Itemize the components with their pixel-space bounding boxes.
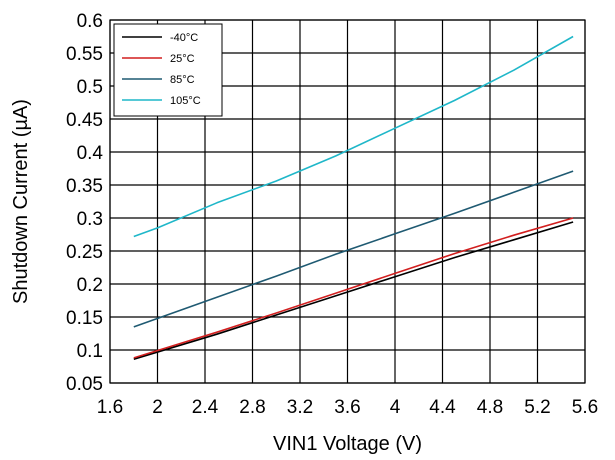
y-tick-label: 0.45 [66, 110, 103, 131]
y-tick-label: 0.4 [77, 143, 104, 164]
y-tick-label: 0.55 [66, 44, 103, 65]
y-tick-labels: 0.05 0.1 0.15 0.2 0.25 0.3 0.35 0.4 0.45 0.5 0.55 0… [66, 11, 103, 395]
plot-frame [109, 19, 586, 384]
y-tick-label: 0.2 [77, 275, 103, 296]
legend: -40°C 25°C 85°C 105°C [113, 23, 223, 117]
x-tick-label: 3.6 [334, 397, 360, 418]
series-lines [133, 35, 574, 360]
legend-label: -40°C [170, 32, 198, 44]
x-tick-label: 2 [152, 397, 163, 418]
x-tick-label: 3.2 [287, 397, 313, 418]
x-tick-labels: 1.6 2 2.4 2.8 3.2 3.6 4 4.4 4.8 5.2 5.6 [97, 397, 598, 418]
legend-items: -40°C 25°C 85°C 105°C [122, 32, 201, 107]
y-tick-label: 0.15 [66, 308, 103, 329]
legend-label: 105°C [170, 95, 201, 107]
series-line [133, 217, 574, 359]
y-axis-title: Shutdown Current (µA) [10, 99, 32, 304]
legend-label: 25°C [170, 53, 195, 65]
series-line [133, 170, 574, 328]
y-tick-label: 0.25 [66, 242, 103, 263]
x-tick-label: 4.8 [477, 397, 503, 418]
x-tick-label: 5.6 [572, 397, 598, 418]
x-tick-label: 1.6 [97, 397, 123, 418]
series-line [133, 35, 574, 238]
y-tick-label: 0.35 [66, 176, 103, 197]
y-tick-label: 0.6 [77, 11, 103, 32]
y-tick-label: 0.5 [77, 77, 103, 98]
x-axis-title: VIN1 Voltage (V) [273, 433, 422, 455]
y-tick-label: 0.05 [66, 374, 103, 395]
x-tick-label: 2.8 [239, 397, 265, 418]
x-tick-label: 4.4 [429, 397, 456, 418]
x-tick-label: 4 [390, 397, 401, 418]
series-line [133, 221, 574, 360]
y-tick-label: 0.1 [77, 341, 103, 362]
y-tick-label: 0.3 [77, 209, 103, 230]
legend-label: 85°C [170, 74, 195, 86]
x-tick-label: 2.4 [192, 397, 219, 418]
x-tick-label: 5.2 [524, 397, 550, 418]
